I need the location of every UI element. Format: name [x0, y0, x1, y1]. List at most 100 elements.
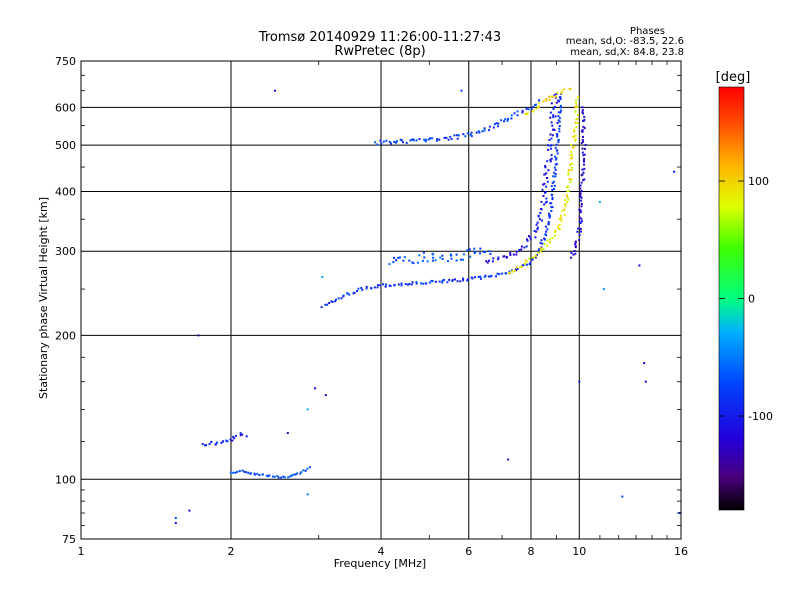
echo-point: [553, 105, 556, 108]
echo-point: [241, 469, 244, 472]
echo-point: [282, 475, 285, 478]
echo-point: [579, 199, 582, 202]
echo-point: [474, 250, 477, 253]
echo-point: [515, 253, 518, 256]
echo-point: [388, 140, 391, 143]
echo-point: [478, 131, 481, 134]
echo-point: [574, 106, 577, 109]
echo-point: [553, 234, 556, 237]
echo-point: [563, 208, 566, 211]
echo-point: [538, 106, 540, 109]
echo-point: [521, 264, 524, 267]
echo-point: [579, 193, 582, 196]
echo-point: [232, 471, 235, 474]
echo-point: [552, 108, 555, 110]
echo-point: [583, 127, 586, 130]
echo-point: [549, 111, 552, 114]
echo-point: [539, 247, 542, 250]
echo-point: [578, 380, 581, 383]
echo-point: [579, 195, 582, 198]
echo-point: [537, 251, 540, 254]
echo-point: [231, 439, 234, 442]
echo-point: [434, 280, 437, 283]
x-tick-label: 2: [228, 545, 235, 558]
echo-point: [451, 280, 454, 282]
echo-point: [555, 92, 558, 95]
echo-point: [429, 137, 432, 140]
echo-point: [580, 203, 583, 205]
echo-point: [441, 279, 444, 282]
echo-point: [474, 276, 476, 279]
echo-point: [549, 133, 552, 136]
echo-point: [431, 137, 434, 140]
echo-point: [384, 285, 387, 288]
y-axis-label: Stationary phase Virtual Height [km]: [37, 197, 50, 399]
echo-point: [540, 200, 543, 203]
echo-point: [477, 275, 480, 278]
echo-point: [479, 275, 482, 278]
y-tick-label: 500: [55, 139, 76, 152]
echo-point: [551, 198, 554, 201]
echo-point: [574, 243, 577, 246]
echo-point: [539, 241, 542, 244]
echo-point: [432, 256, 435, 259]
echo-point: [561, 209, 564, 212]
echo-point: [261, 473, 264, 476]
echo-point: [578, 208, 581, 211]
echo-point: [535, 107, 538, 110]
echo-point: [245, 435, 248, 438]
echo-point: [441, 254, 444, 257]
echo-point: [576, 106, 579, 109]
colorbar-ticks: 100 0 -100: [719, 175, 773, 423]
echo-point: [553, 94, 556, 97]
echo-point: [507, 117, 510, 120]
echo-point: [547, 148, 550, 151]
echo-point: [449, 135, 452, 138]
echo-point: [538, 99, 540, 102]
echo-point: [553, 184, 556, 187]
echo-point: [447, 260, 449, 263]
echo-point: [497, 125, 499, 128]
echo-point: [551, 181, 554, 184]
echo-point: [468, 248, 471, 251]
echo-point: [560, 219, 563, 222]
echo-point: [447, 138, 450, 141]
echo-point: [379, 284, 382, 287]
echo-point: [456, 280, 459, 283]
echo-point: [580, 142, 583, 145]
echo-point: [557, 115, 560, 118]
echo-point: [324, 394, 327, 397]
echo-point: [229, 471, 232, 474]
colorbar-tick-label: 100: [748, 175, 769, 188]
echo-point: [559, 106, 562, 109]
echo-point: [545, 98, 548, 100]
echo-point: [581, 220, 583, 223]
echo-point: [554, 231, 556, 234]
echo-point: [320, 306, 323, 309]
echo-point: [353, 291, 356, 294]
echo-point: [466, 132, 469, 135]
echo-point: [492, 257, 495, 260]
echo-point: [497, 258, 500, 261]
echo-point: [512, 253, 515, 256]
echo-point: [464, 135, 467, 138]
echo-point: [564, 203, 567, 206]
echo-point: [574, 245, 577, 248]
echo-point: [475, 131, 478, 134]
echo-point: [479, 247, 482, 250]
echo-point: [533, 230, 536, 232]
echo-point: [551, 134, 554, 137]
echo-point: [428, 281, 431, 284]
echo-point: [395, 259, 398, 262]
echo-point: [570, 169, 573, 172]
echo-point: [462, 133, 465, 136]
echo-point: [552, 114, 555, 117]
echo-point: [557, 99, 560, 102]
echo-point: [525, 107, 528, 110]
echo-point: [459, 258, 462, 261]
echo-point: [408, 259, 411, 262]
echo-point: [239, 434, 242, 437]
echo-point: [544, 238, 546, 241]
echo-point: [441, 258, 444, 260]
echo-point: [497, 122, 500, 125]
